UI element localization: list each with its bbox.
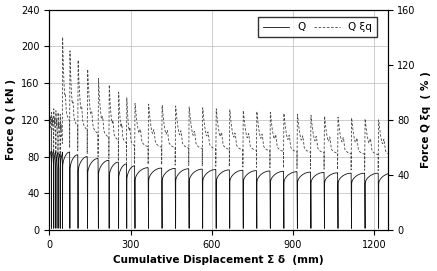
Q xyxy=(378,177,384,180)
Q ξq xyxy=(76,86,82,90)
Q ξq xyxy=(60,36,65,39)
Y-axis label: Force Q ξq  ( % ): Force Q ξq ( % ) xyxy=(421,72,431,168)
Q ξq xyxy=(378,137,384,140)
Q xyxy=(47,150,52,153)
Q xyxy=(47,227,52,230)
Q ξq xyxy=(375,169,381,172)
X-axis label: Cumulative Displacement Σ δ  (mm): Cumulative Displacement Σ δ (mm) xyxy=(113,256,324,265)
Q ξq xyxy=(205,131,210,134)
Legend: Q, Q ξq: Q, Q ξq xyxy=(258,17,378,37)
Q ξq xyxy=(47,148,52,151)
Q ξq xyxy=(389,153,394,157)
Q xyxy=(72,155,77,159)
Q xyxy=(205,171,210,174)
Q xyxy=(358,172,364,175)
Q ξq xyxy=(348,152,354,155)
Q xyxy=(389,172,394,175)
Y-axis label: Force Q ( kN ): Force Q ( kN ) xyxy=(6,79,16,160)
Q xyxy=(76,164,82,167)
Q ξq xyxy=(72,117,77,120)
Q xyxy=(348,172,354,175)
Q ξq xyxy=(358,151,364,154)
Line: Q: Q xyxy=(49,151,392,228)
Line: Q ξq: Q ξq xyxy=(49,37,392,171)
